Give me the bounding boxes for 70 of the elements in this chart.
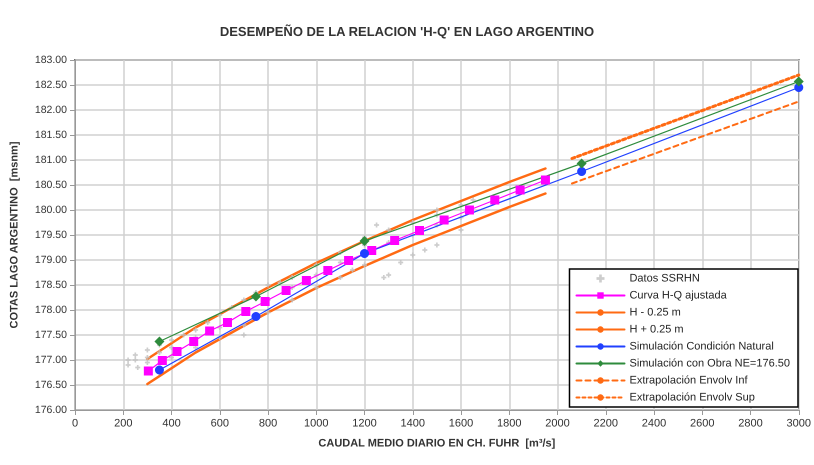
point bbox=[540, 176, 550, 184]
x-tick-label: 1200 bbox=[352, 418, 377, 430]
x-axis-title: CAUDAL MEDIO DIARIO EN CH. FUHR [m³/s] bbox=[318, 438, 556, 450]
point bbox=[415, 226, 424, 235]
point bbox=[241, 307, 250, 316]
point bbox=[282, 286, 291, 295]
x-tick-label: 400 bbox=[162, 418, 181, 430]
y-tick-label: 177.50 bbox=[34, 329, 68, 341]
point bbox=[360, 249, 370, 258]
x-tick-label: 800 bbox=[258, 418, 278, 430]
point bbox=[390, 236, 400, 245]
y-tick-label: 181.00 bbox=[34, 154, 68, 166]
x-tick-label: 2800 bbox=[738, 418, 763, 430]
x-tick-label: 2000 bbox=[545, 418, 570, 430]
point bbox=[154, 336, 164, 346]
point bbox=[189, 337, 198, 346]
legend-label: Curva H-Q ajustada bbox=[629, 290, 728, 302]
legend-label: Simulación con Obra NE=176.50 bbox=[629, 358, 790, 370]
point bbox=[794, 76, 804, 86]
y-tick-label: 179.50 bbox=[34, 229, 68, 241]
point bbox=[260, 297, 270, 306]
legend-label: Extrapolación Envolv Sup bbox=[629, 392, 755, 404]
point bbox=[251, 312, 260, 321]
x-tick-label: 2200 bbox=[594, 418, 618, 430]
y-tick-label: 176.00 bbox=[34, 404, 68, 416]
y-tick-label: 178.50 bbox=[34, 279, 68, 291]
point bbox=[158, 356, 167, 365]
x-tick-label: 600 bbox=[210, 418, 229, 430]
point bbox=[344, 256, 354, 265]
point bbox=[490, 196, 500, 204]
y-tick-label: 182.50 bbox=[34, 79, 68, 91]
x-tick-label: 1400 bbox=[400, 418, 425, 430]
y-tick-label: 176.50 bbox=[34, 379, 68, 391]
point bbox=[576, 158, 587, 168]
y-tick-label: 181.50 bbox=[34, 129, 68, 141]
point bbox=[222, 318, 232, 327]
y-axis-title: COTAS LAGO ARGENTINO [msnm] bbox=[8, 141, 20, 328]
x-tick-label: 1600 bbox=[448, 418, 474, 430]
x-tick-label: 3000 bbox=[786, 418, 812, 430]
point bbox=[440, 216, 449, 224]
x-tick-label: 200 bbox=[114, 418, 132, 430]
x-tick-label: 2600 bbox=[690, 418, 715, 430]
point bbox=[302, 276, 311, 285]
point bbox=[144, 366, 153, 376]
x-tick-label: 1000 bbox=[304, 418, 328, 430]
point bbox=[464, 206, 474, 214]
legend-label: Simulación Condición Natural bbox=[629, 340, 774, 352]
y-tick-label: 178.00 bbox=[34, 304, 68, 316]
point bbox=[323, 266, 332, 275]
chart-title: DESEMPEÑO DE LA RELACION 'H-Q' EN LAGO ARGENTINO bbox=[220, 24, 594, 39]
legend-label: H + 0.25 m bbox=[629, 324, 684, 336]
point bbox=[154, 366, 164, 374]
legend-label: Datos SSRHN bbox=[629, 272, 700, 284]
point bbox=[205, 326, 214, 336]
y-tick-label: 180.00 bbox=[34, 204, 68, 216]
legend-label: H - 0.25 m bbox=[629, 306, 681, 318]
x-tick-label: 2400 bbox=[642, 418, 666, 430]
y-tick-label: 182.00 bbox=[34, 104, 68, 116]
point bbox=[516, 186, 525, 194]
x-tick-label: 1800 bbox=[497, 418, 522, 430]
x-tick-label: 0 bbox=[72, 418, 78, 430]
point bbox=[577, 167, 586, 176]
legend-label: Extrapolación Envolv Inf bbox=[629, 374, 748, 386]
y-tick-label: 177.00 bbox=[34, 354, 68, 366]
y-tick-label: 183.00 bbox=[34, 54, 68, 66]
y-tick-label: 179.00 bbox=[34, 254, 68, 266]
point bbox=[172, 347, 182, 356]
point bbox=[360, 236, 370, 246]
y-tick-label: 180.50 bbox=[34, 179, 68, 191]
point bbox=[250, 292, 261, 302]
